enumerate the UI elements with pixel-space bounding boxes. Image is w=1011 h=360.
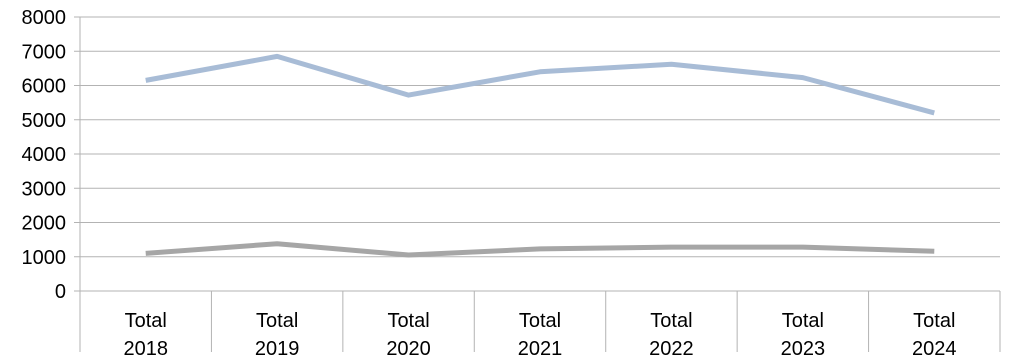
x-category-label: 2022 <box>649 338 694 360</box>
x-category-label: Total <box>650 310 692 332</box>
y-tick-label: 4000 <box>22 144 67 166</box>
x-category-label: Total <box>913 310 955 332</box>
series-line-1 <box>145 53 935 116</box>
y-tick-label: 1000 <box>22 247 67 269</box>
y-tick-label: 5000 <box>22 110 67 132</box>
x-category-label: 2020 <box>386 338 431 360</box>
x-category-label: 2021 <box>518 338 563 360</box>
series-line-2 <box>145 241 935 258</box>
y-tick-label: 6000 <box>22 76 67 98</box>
x-category-label: 2018 <box>123 338 168 360</box>
y-tick-label: 7000 <box>22 41 67 63</box>
data-series <box>145 53 935 258</box>
y-tick-label: 3000 <box>22 178 67 200</box>
y-tick-label: 8000 <box>22 7 67 29</box>
x-category-label: Total <box>256 310 298 332</box>
y-axis-tick-labels: 0 1000 2000 3000 4000 5000 6000 7000 8000 <box>22 7 67 303</box>
x-category-label: 2019 <box>255 338 300 360</box>
axes <box>74 16 1001 352</box>
x-axis-category-labels: Total 2018 Total 2019 Total 2020 Total 2021 Tota… <box>123 310 956 360</box>
x-category-label: 2023 <box>781 338 826 360</box>
y-tick-label: 0 <box>55 281 66 303</box>
gridlines <box>80 16 1000 292</box>
x-category-label: Total <box>387 310 429 332</box>
x-category-label: Total <box>519 310 561 332</box>
y-tick-label: 2000 <box>22 213 67 235</box>
x-category-label: Total <box>125 310 167 332</box>
x-category-label: 2024 <box>912 338 957 360</box>
x-category-label: Total <box>782 310 824 332</box>
